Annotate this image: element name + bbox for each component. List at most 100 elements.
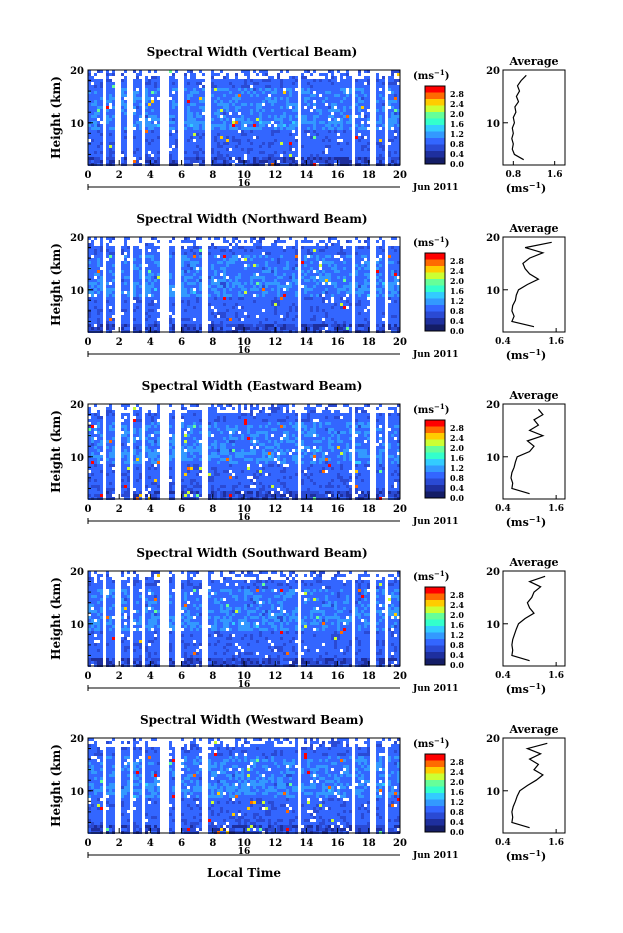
- colorbar-segment: [425, 112, 445, 119]
- colorbar-tick-label: 0.0: [450, 159, 464, 169]
- average-x-tick-label: 1.6: [548, 671, 564, 681]
- x-tick-label: 14: [299, 838, 313, 849]
- x-tick-label: 18: [362, 838, 376, 849]
- colorbar-segment: [425, 620, 445, 627]
- heatmap-field: [88, 70, 400, 166]
- x-tick-label: 8: [209, 838, 216, 849]
- colorbar-tick-label: 2.8: [450, 590, 464, 600]
- x-tick-label: 18: [362, 337, 376, 348]
- x-tick-label: 8: [209, 504, 216, 515]
- x-tick-label: 16: [331, 337, 345, 348]
- x-tick-label: 4: [147, 170, 154, 181]
- date-month: Jun 2011: [412, 183, 459, 193]
- colorbar-tick-label: 2.0: [450, 777, 464, 787]
- colorbar-segment: [425, 312, 445, 319]
- colorbar-unit: (ms−1): [413, 235, 449, 249]
- colorbar-tick-label: 0.8: [450, 306, 464, 316]
- colorbar-tick-label: 1.6: [450, 453, 464, 463]
- colorbar-segment: [425, 793, 445, 800]
- colorbar-tick-label: 0.4: [450, 817, 464, 827]
- y-tick-label: 10: [70, 119, 84, 130]
- colorbar-segment: [425, 427, 445, 434]
- colorbar-segment: [425, 260, 445, 267]
- colorbar-segment: [425, 492, 445, 499]
- average-y-tick-label: 20: [486, 567, 500, 578]
- panel-title: Spectral Width (Eastward Beam): [142, 379, 363, 393]
- colorbar-segment: [425, 99, 445, 106]
- colorbar-segment: [425, 800, 445, 807]
- colorbar-tick-label: 2.4: [450, 266, 464, 276]
- average-x-tick-label: 0.4: [495, 337, 511, 347]
- y-tick-label: 10: [70, 620, 84, 631]
- x-tick-label: 16: [331, 170, 345, 181]
- colorbar-unit: (ms−1): [413, 736, 449, 750]
- y-axis-label: Height (km): [49, 744, 63, 827]
- x-tick-label: 0: [85, 838, 92, 849]
- colorbar-tick-label: 2.0: [450, 610, 464, 620]
- colorbar-tick-label: 1.2: [450, 630, 464, 640]
- colorbar-tick-label: 1.2: [450, 463, 464, 473]
- average-x-label: (ms−1): [506, 848, 547, 863]
- colorbar-tick-label: 1.2: [450, 797, 464, 807]
- colorbar-segment: [425, 767, 445, 774]
- colorbar-tick-label: 0.8: [450, 640, 464, 650]
- colorbar-segment: [425, 819, 445, 826]
- average-x-tick-label: 0.4: [495, 671, 511, 681]
- colorbar-segment: [425, 485, 445, 492]
- colorbar-segment: [425, 273, 445, 280]
- x-tick-label: 12: [268, 170, 282, 181]
- panel-1: Spectral Width (Vertical Beam)2010Height…: [49, 45, 565, 195]
- average-frame: [503, 237, 565, 332]
- x-tick-label: 16: [331, 504, 345, 515]
- colorbar-tick-label: 0.4: [450, 650, 464, 660]
- x-tick-label: 20: [393, 337, 407, 348]
- colorbar-tick-label: 2.0: [450, 443, 464, 453]
- average-y-tick-label: 10: [486, 620, 500, 631]
- y-tick-label: 10: [70, 787, 84, 798]
- colorbar-segment: [425, 446, 445, 453]
- colorbar-tick-label: 2.8: [450, 423, 464, 433]
- date-month: Jun 2011: [412, 517, 459, 527]
- colorbar-segment: [425, 652, 445, 659]
- colorbar-segment: [425, 659, 445, 666]
- x-tick-label: 14: [299, 504, 313, 515]
- x-tick-label: 0: [85, 504, 92, 515]
- x-tick-label: 20: [393, 504, 407, 515]
- colorbar-segment: [425, 761, 445, 768]
- colorbar-tick-label: 1.6: [450, 119, 464, 129]
- colorbar-segment: [425, 440, 445, 447]
- colorbar-tick-label: 0.0: [450, 827, 464, 837]
- colorbar-segment: [425, 780, 445, 787]
- colorbar-segment: [425, 279, 445, 286]
- average-title: Average: [508, 222, 558, 235]
- average-x-label: (ms−1): [506, 514, 547, 529]
- x-axis-label: Local Time: [88, 866, 400, 880]
- x-tick-label: 4: [147, 337, 154, 348]
- colorbar-segment: [425, 286, 445, 293]
- colorbar-segment: [425, 106, 445, 113]
- x-tick-label: 16: [331, 671, 345, 682]
- panel-title: Spectral Width (Westward Beam): [140, 713, 364, 727]
- average-x-tick-label: 1.6: [548, 838, 564, 848]
- y-tick-label: 10: [70, 453, 84, 464]
- x-tick-label: 12: [268, 504, 282, 515]
- panel-2: Spectral Width (Northward Beam)2010Heigh…: [49, 212, 565, 362]
- date-day: 16: [238, 847, 251, 857]
- colorbar-segment: [425, 613, 445, 620]
- colorbar-segment: [425, 125, 445, 132]
- x-tick-label: 6: [178, 170, 185, 181]
- average-y-tick-label: 20: [486, 734, 500, 745]
- colorbar-segment: [425, 774, 445, 781]
- x-tick-label: 18: [362, 170, 376, 181]
- colorbar-segment: [425, 145, 445, 152]
- average-x-tick-label: 1.6: [548, 504, 564, 514]
- colorbar-tick-label: 0.4: [450, 316, 464, 326]
- x-tick-label: 16: [331, 838, 345, 849]
- colorbar-segment: [425, 305, 445, 312]
- panel-5: Spectral Width (Westward Beam) 20 10 Height…: [49, 713, 565, 863]
- average-title: Average: [508, 389, 558, 402]
- x-tick-label: 12: [268, 838, 282, 849]
- colorbar-segment: [425, 479, 445, 486]
